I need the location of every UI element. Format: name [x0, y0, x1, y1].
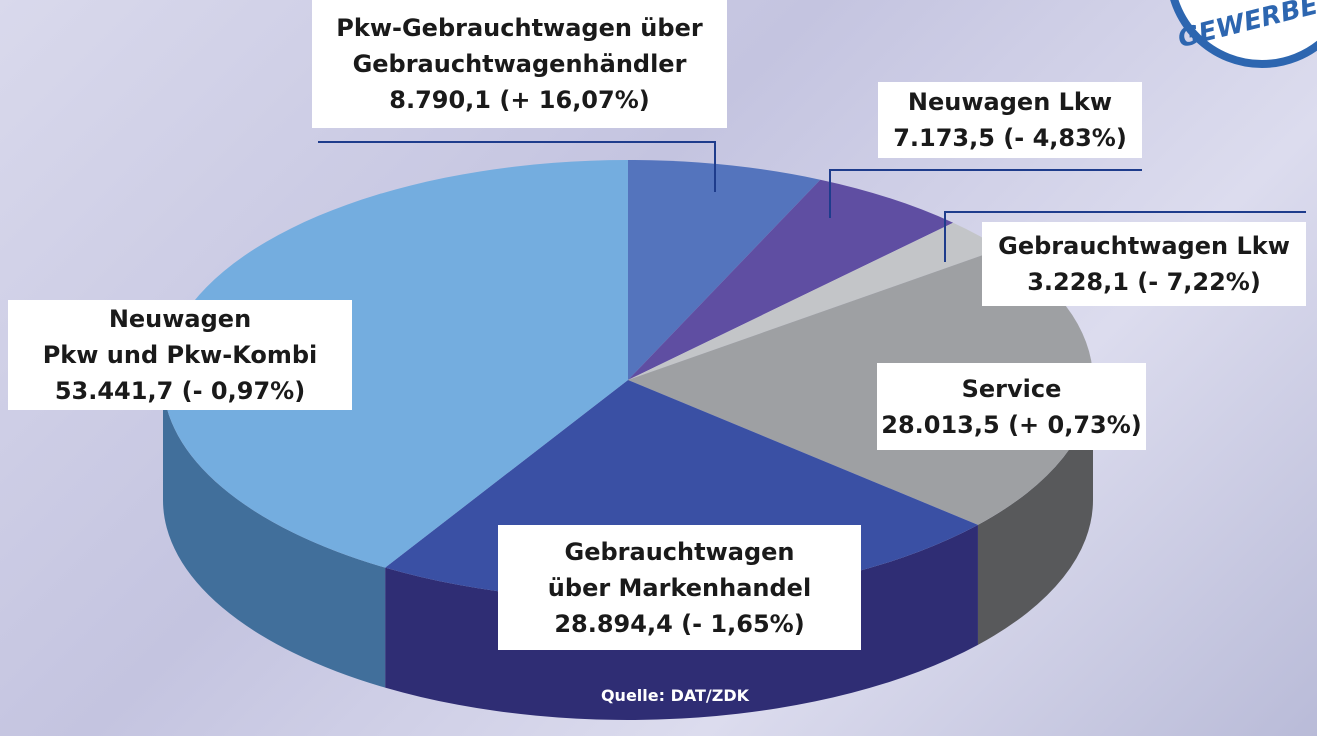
category-label: Gebrauchtwagenhändler: [352, 50, 687, 78]
label-row: Gebrauchtwagenhändler: [312, 46, 727, 82]
label-row: 3.228,1 (- 7,22%): [982, 264, 1306, 300]
slice-label: Neuwagen Lkw 7.173,5 (- 4,83%): [878, 82, 1142, 158]
label-row: Pkw-Gebrauchtwagen über: [312, 10, 727, 46]
value-label: 3.228,1: [1027, 268, 1129, 296]
slice-side: [977, 380, 1093, 645]
source: Quelle: DAT/ZDK: [600, 686, 750, 705]
label-row: 7.173,5 (- 4,83%): [878, 120, 1142, 156]
slice-label: Gebrauchtwagen Lkw 3.228,1 (- 7,22%): [982, 222, 1306, 306]
slice: [628, 160, 821, 380]
label-row: Neuwagen Lkw: [878, 84, 1142, 120]
slice: [162, 160, 628, 568]
category-label: über Markenhandel: [547, 573, 812, 602]
slice-label: Pkw-Gebrauchtwagen über Gebrauchtwagenhän…: [312, 0, 727, 128]
value-label: 53.441,7: [54, 377, 174, 405]
slice-label: Gebrauchtwagen über Markenhandel 28.894,4 …: [498, 525, 861, 650]
change-label: (+ 16,07%): [499, 86, 650, 114]
slice-side: [163, 380, 386, 688]
leader-line: [829, 169, 1142, 218]
label-row: Gebrauchtwagen: [498, 534, 861, 570]
logo: [1170, 0, 1317, 68]
category-label: Neuwagen Lkw: [907, 88, 1113, 116]
slice: [628, 248, 1093, 525]
category-label: Gebrauchtwagen: [564, 537, 795, 566]
change-label: (- 7,22%): [1137, 268, 1261, 296]
value-label: 28.013,5: [881, 410, 1000, 439]
leader-line: [944, 211, 1306, 262]
label-row: Gebrauchtwagen Lkw: [982, 228, 1306, 264]
label-row: Neuwagen: [8, 301, 352, 337]
category-label: Pkw und Pkw-Kombi: [42, 341, 318, 369]
category-label: Service: [961, 374, 1062, 403]
change-label: (- 0,97%): [181, 377, 306, 405]
label-row: Service: [877, 371, 1146, 407]
value-label: 8.790,1: [389, 86, 491, 114]
slice-label: Service 28.013,5 (+ 0,73%): [877, 363, 1146, 450]
slice: [628, 179, 954, 380]
label-row: 53.441,7 (- 0,97%): [8, 373, 352, 409]
category-label: Pkw-Gebrauchtwagen über: [336, 14, 703, 42]
value-label: 28.894,4: [554, 609, 673, 638]
change-label: (- 1,65%): [681, 609, 805, 638]
value-label: 7.173,5: [893, 124, 995, 152]
label-row: 28.013,5 (+ 0,73%): [877, 407, 1146, 443]
label-row: 28.894,4 (- 1,65%): [498, 606, 861, 642]
slice: [628, 222, 1001, 380]
label-row: über Markenhandel: [498, 570, 861, 606]
leader-line: [318, 141, 716, 192]
change-label: (- 4,83%): [1003, 124, 1127, 152]
slice-label: Neuwagen Pkw und Pkw-Kombi 53.441,7 (- 0,9…: [8, 300, 352, 410]
category-label: Neuwagen: [108, 305, 252, 333]
label-row: 8.790,1 (+ 16,07%): [312, 82, 727, 118]
category-label: Gebrauchtwagen Lkw: [998, 232, 1290, 260]
label-row: Pkw und Pkw-Kombi: [8, 337, 352, 373]
change-label: (+ 0,73%): [1008, 410, 1142, 439]
